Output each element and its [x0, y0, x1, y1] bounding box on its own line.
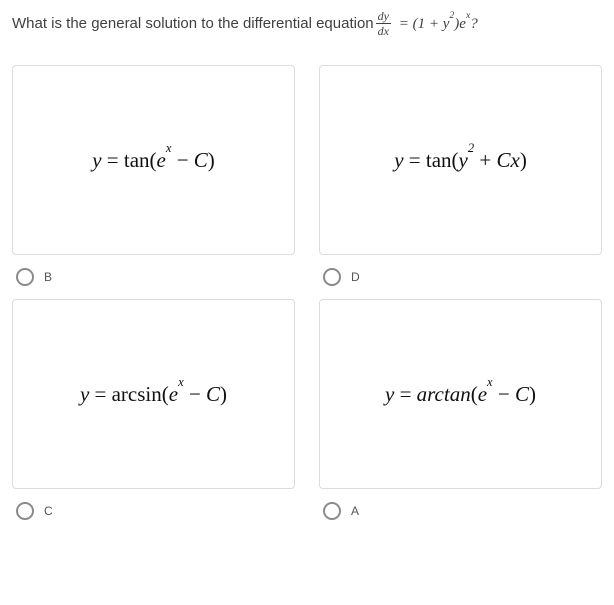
option-math: y = arcsin(ex − C): [80, 382, 227, 407]
option-cell: y = arctan(ex − C) A: [319, 299, 602, 533]
fraction-dy-dx: dy dx: [376, 10, 391, 37]
option-card[interactable]: y = tan(ex − C): [12, 65, 295, 255]
option-math: y = arctan(ex − C): [385, 382, 536, 407]
option-letter: C: [44, 504, 53, 518]
option-card[interactable]: y = arcsin(ex − C): [12, 299, 295, 489]
question-text: What is the general solution to the diff…: [12, 10, 602, 37]
radio-icon[interactable]: [16, 268, 34, 286]
option-cell: y = tan(y2 + Cx) D: [319, 65, 602, 299]
option-math: y = tan(y2 + Cx): [394, 148, 527, 173]
question-rhs: = (1 + y2)ex?: [395, 12, 478, 36]
option-radio-row[interactable]: D: [319, 255, 602, 299]
radio-icon[interactable]: [16, 502, 34, 520]
option-radio-row[interactable]: B: [12, 255, 295, 299]
option-radio-row[interactable]: C: [12, 489, 295, 533]
option-letter: A: [351, 504, 359, 518]
option-cell: y = arcsin(ex − C) C: [12, 299, 295, 533]
radio-icon[interactable]: [323, 268, 341, 286]
option-letter: B: [44, 270, 52, 284]
option-math: y = tan(ex − C): [92, 148, 215, 173]
option-cell: y = tan(ex − C) B: [12, 65, 295, 299]
fraction-denominator: dx: [376, 24, 391, 37]
options-grid: y = tan(ex − C) B y = tan(y2 + Cx) D y =…: [12, 65, 602, 533]
option-radio-row[interactable]: A: [319, 489, 602, 533]
option-letter: D: [351, 270, 360, 284]
option-card[interactable]: y = arctan(ex − C): [319, 299, 602, 489]
option-card[interactable]: y = tan(y2 + Cx): [319, 65, 602, 255]
fraction-numerator: dy: [376, 10, 391, 24]
question-prefix: What is the general solution to the diff…: [12, 12, 374, 36]
radio-icon[interactable]: [323, 502, 341, 520]
